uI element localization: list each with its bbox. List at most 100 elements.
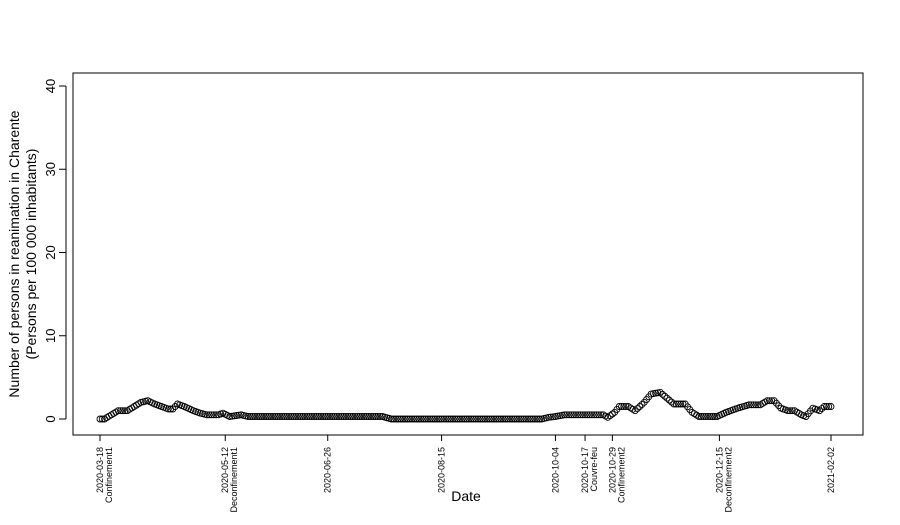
data-point: [358, 413, 366, 420]
data-point: [422, 415, 430, 423]
data-point: [365, 413, 373, 420]
data-point: [294, 413, 302, 420]
data-point: [823, 403, 830, 410]
data-point: [315, 413, 323, 420]
data-point: [210, 411, 218, 419]
data-point: [467, 415, 475, 423]
data-point: [394, 415, 402, 423]
data-point: [524, 415, 532, 423]
data-point: [401, 415, 409, 423]
data-point: [456, 415, 464, 423]
data-point: [208, 411, 216, 419]
data-point: [372, 413, 379, 420]
data-point: [752, 401, 760, 409]
data-point: [515, 415, 523, 423]
data-point: [481, 415, 489, 423]
data-point: [520, 415, 528, 423]
data-point: [390, 415, 398, 423]
data-point: [413, 415, 420, 423]
x-tick-label: 2020-06-26: [323, 447, 333, 493]
data-point: [700, 413, 707, 420]
x-tick-label: 2020-10-04: [550, 447, 560, 493]
data-point: [328, 413, 336, 420]
x-tick-label: 2020-12-15: [714, 447, 724, 493]
data-point: [711, 413, 719, 420]
x-tick-event-label: Couvre-feu: [589, 447, 599, 492]
data-point: [511, 415, 518, 423]
data-point: [340, 413, 348, 420]
data-point: [119, 407, 127, 415]
data-point: [449, 415, 457, 423]
data-point: [674, 400, 682, 408]
data-point: [470, 415, 477, 423]
data-point: [410, 415, 418, 423]
x-tick-label: 2021-02-02: [826, 447, 836, 493]
data-point: [526, 415, 534, 423]
data-point: [620, 403, 628, 410]
x-tick-event-label: Confinement2: [616, 447, 626, 503]
data-point: [552, 413, 559, 420]
data-point: [203, 411, 211, 419]
data-point: [205, 411, 213, 419]
data-point: [347, 413, 354, 420]
data-point: [319, 413, 327, 420]
data-point: [665, 396, 673, 404]
data-point: [342, 413, 350, 420]
data-point: [702, 413, 710, 420]
data-point: [406, 415, 414, 423]
data-point: [745, 401, 753, 409]
data-point: [501, 415, 509, 423]
data-point: [235, 411, 243, 419]
data-point: [472, 415, 480, 423]
data-point: [747, 401, 755, 409]
data-point: [433, 415, 441, 423]
x-axis-label: Date: [451, 488, 481, 504]
data-point: [499, 415, 507, 423]
data-point: [255, 413, 263, 420]
data-point: [249, 413, 257, 420]
y-tick-label: 40: [43, 79, 58, 93]
data-point: [301, 413, 309, 420]
data-point: [750, 401, 758, 409]
data-point: [818, 405, 826, 413]
data-point: [536, 415, 543, 423]
data-point: [597, 411, 605, 419]
data-point: [488, 415, 496, 423]
data-point: [317, 413, 325, 420]
data-point: [429, 415, 436, 423]
data-point: [549, 413, 557, 421]
data-point: [504, 415, 512, 423]
data-point: [463, 415, 471, 423]
y-tick-label: 0: [43, 415, 58, 422]
data-point: [290, 413, 298, 420]
data-point: [369, 413, 377, 420]
data-point: [251, 413, 259, 420]
data-point: [265, 413, 272, 420]
x-tick-label: 2020-08-15: [437, 447, 447, 493]
data-point: [570, 411, 578, 419]
data-point: [333, 413, 341, 420]
y-axis-label-line2: (Persons per 100 000 inhabitants): [23, 149, 39, 360]
data-point: [435, 415, 443, 423]
data-point: [636, 403, 644, 410]
data-point: [581, 411, 589, 419]
data-point: [677, 400, 685, 408]
data-point: [517, 415, 525, 423]
data-point: [258, 413, 266, 420]
x-tick-label: 2020-05-12: [220, 447, 230, 493]
data-point: [622, 403, 630, 410]
data-point: [586, 411, 594, 419]
data-point: [770, 397, 778, 405]
data-point: [531, 415, 539, 423]
data-point: [827, 403, 835, 410]
data-point: [661, 392, 669, 400]
data-point: [281, 413, 288, 420]
data-point: [438, 415, 446, 423]
data-point: [633, 405, 641, 413]
data-point: [784, 407, 792, 415]
data-point: [253, 413, 261, 420]
data-point: [440, 415, 448, 423]
plot-frame: [72, 72, 864, 436]
data-point: [424, 415, 432, 423]
